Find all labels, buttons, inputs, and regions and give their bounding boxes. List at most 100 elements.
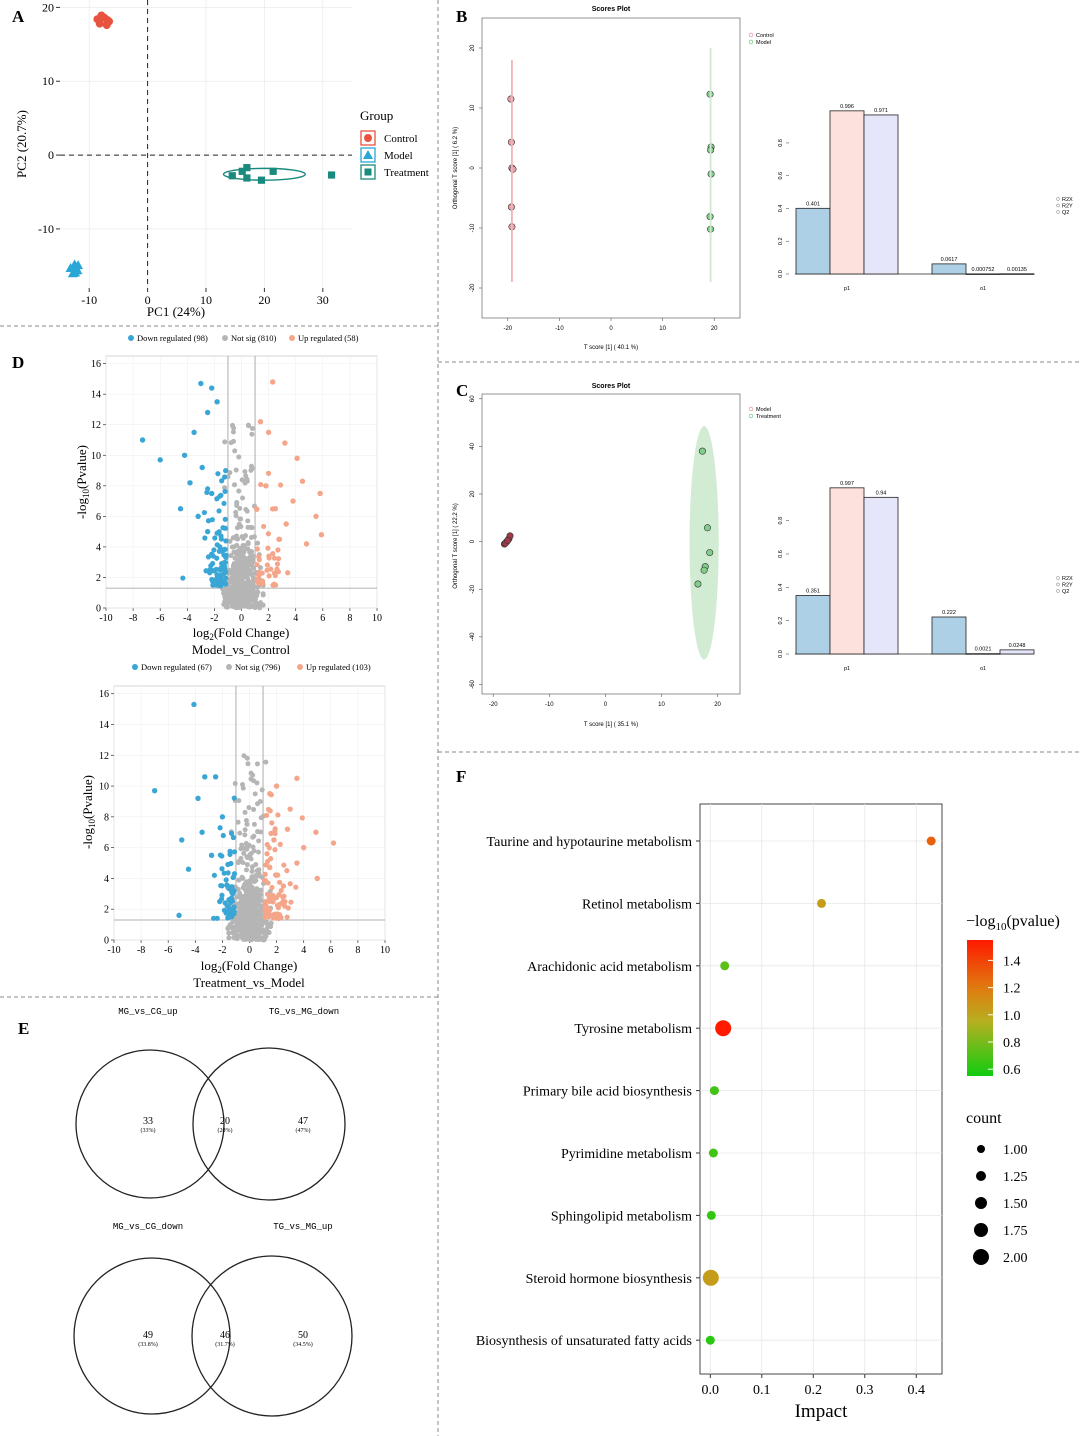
volcano-point-down bbox=[208, 385, 215, 391]
volcano-point-down bbox=[201, 509, 208, 516]
volcano-point-down bbox=[212, 535, 218, 541]
volcano-point-up bbox=[301, 844, 307, 851]
volcano-point-notsig bbox=[245, 590, 251, 596]
volcano-point-notsig bbox=[247, 559, 253, 565]
volcano-point-notsig bbox=[237, 505, 243, 511]
volcano-point-down bbox=[216, 898, 223, 905]
volcano-point-notsig bbox=[249, 425, 255, 431]
panel-c-opls: Scores Plot -20 -10 0 10 20-60-40-200204060 … bbox=[453, 383, 1073, 728]
volcano-point-notsig bbox=[235, 819, 241, 825]
volcano-point-down bbox=[217, 582, 223, 588]
volcano-point-up bbox=[293, 884, 299, 890]
bar-tick-label-y: 0.0 bbox=[778, 650, 784, 658]
volcano-point-notsig bbox=[240, 574, 246, 580]
panel-b-opls: Scores Plot -20 -10 0 10 20 -20 -10 0 10 20 T sco… bbox=[453, 6, 1073, 351]
b-legend-symbol bbox=[748, 32, 754, 38]
venn-top-mid-count: 20 bbox=[220, 1116, 230, 1127]
volcano-point-down bbox=[204, 489, 210, 496]
volcano-point-notsig bbox=[251, 598, 257, 604]
volcano-point-notsig bbox=[236, 488, 242, 494]
volcano-point-notsig bbox=[244, 855, 250, 861]
volcano-point-notsig bbox=[232, 604, 238, 610]
volcano-point-up bbox=[277, 879, 283, 885]
bar bbox=[829, 110, 865, 275]
f-pathway-bubble bbox=[715, 1020, 732, 1037]
volcano-point-notsig bbox=[226, 935, 232, 941]
bar-legend-symbol bbox=[1056, 210, 1060, 214]
panel-d1-xlabel: log2(Fold Change) bbox=[193, 625, 290, 642]
f-size-legend-label: 1.50 bbox=[1003, 1197, 1028, 1212]
volcano-point-down bbox=[212, 774, 219, 780]
volcano-point-notsig bbox=[252, 791, 258, 797]
volcano-point-notsig bbox=[241, 753, 247, 759]
a-tick-label-x: -10 bbox=[81, 293, 97, 307]
volcano-point-up bbox=[313, 829, 319, 835]
volcano-point-notsig bbox=[258, 887, 264, 893]
f-tick-label-x: 0.4 bbox=[908, 1383, 926, 1398]
bar bbox=[863, 114, 899, 275]
volcano-point-up bbox=[265, 470, 272, 476]
volcano-point-notsig bbox=[240, 860, 246, 866]
volcano-point-down bbox=[195, 513, 201, 520]
volcano-legend-label: Down regulated (98) bbox=[137, 333, 208, 343]
panel-b-title: Scores Plot bbox=[592, 6, 631, 13]
a-point-treatment bbox=[257, 176, 266, 184]
f-tick-label-x: 0.1 bbox=[753, 1383, 771, 1398]
volcano-point-up bbox=[287, 881, 293, 887]
volcano-point-up bbox=[267, 808, 273, 814]
f-pathway-label: Sphingolipid metabolism bbox=[551, 1209, 692, 1224]
volcano-point-down bbox=[220, 832, 226, 839]
volcano-point-notsig bbox=[245, 524, 251, 530]
c-legend-symbol bbox=[748, 413, 754, 419]
volcano-point-down bbox=[222, 488, 228, 495]
volcano-point-up bbox=[278, 888, 284, 894]
volcano-point-notsig bbox=[231, 598, 237, 604]
volcano-point-notsig bbox=[237, 911, 243, 917]
volcano-point-notsig bbox=[232, 580, 238, 586]
f-colorbar bbox=[967, 940, 993, 1076]
volcano-point-notsig bbox=[255, 829, 261, 835]
volcano-tick-label-y: 10 bbox=[91, 451, 101, 462]
volcano-point-down bbox=[187, 480, 193, 486]
volcano-point-down bbox=[222, 900, 228, 906]
volcano-point-notsig bbox=[241, 543, 247, 549]
panel-c-title: Scores Plot bbox=[592, 383, 631, 390]
volcano-point-down bbox=[217, 567, 223, 573]
volcano-point-up bbox=[273, 582, 279, 588]
volcano-tick-label-x: -2 bbox=[218, 945, 226, 956]
score-tick-label-x: -20 bbox=[489, 702, 498, 708]
a-tick-label-y: 10 bbox=[42, 74, 54, 88]
volcano-point-down bbox=[211, 872, 217, 878]
a-legend-label: Treatment bbox=[384, 167, 429, 179]
volcano-point-notsig bbox=[239, 477, 245, 483]
f-size-legend-label: 1.75 bbox=[1003, 1224, 1028, 1239]
volcano-point-notsig bbox=[247, 553, 253, 559]
a-legend-symbol bbox=[364, 134, 372, 142]
volcano-point-up bbox=[263, 904, 269, 910]
volcano-point-notsig bbox=[253, 872, 259, 878]
volcano-point-down bbox=[226, 897, 232, 903]
score-point bbox=[698, 447, 706, 455]
bar-value-label: 0.996 bbox=[840, 104, 854, 110]
volcano-point-up bbox=[264, 851, 270, 857]
volcano-point-notsig bbox=[260, 602, 266, 608]
volcano-point-down bbox=[230, 874, 236, 881]
a-point-treatment bbox=[327, 171, 336, 179]
volcano-point-notsig bbox=[244, 821, 250, 827]
volcano-tick-label-x: 2 bbox=[274, 945, 279, 956]
volcano-point-down bbox=[221, 870, 227, 876]
volcano-tick-label-y: 6 bbox=[96, 512, 101, 523]
volcano-point-up bbox=[254, 562, 260, 568]
volcano-point-notsig bbox=[232, 482, 238, 488]
volcano-point-up bbox=[281, 862, 287, 868]
volcano-point-up bbox=[254, 546, 260, 552]
volcano-point-notsig bbox=[260, 592, 266, 598]
volcano-point-notsig bbox=[240, 495, 246, 501]
volcano-point-down bbox=[229, 909, 236, 915]
volcano-point-up bbox=[263, 899, 269, 905]
volcano-point-notsig bbox=[257, 565, 263, 571]
volcano-point-up bbox=[274, 561, 281, 567]
volcano-point-up bbox=[265, 429, 272, 436]
volcano-point-down bbox=[217, 544, 223, 550]
volcano-tick-label-x: 2 bbox=[266, 613, 271, 624]
